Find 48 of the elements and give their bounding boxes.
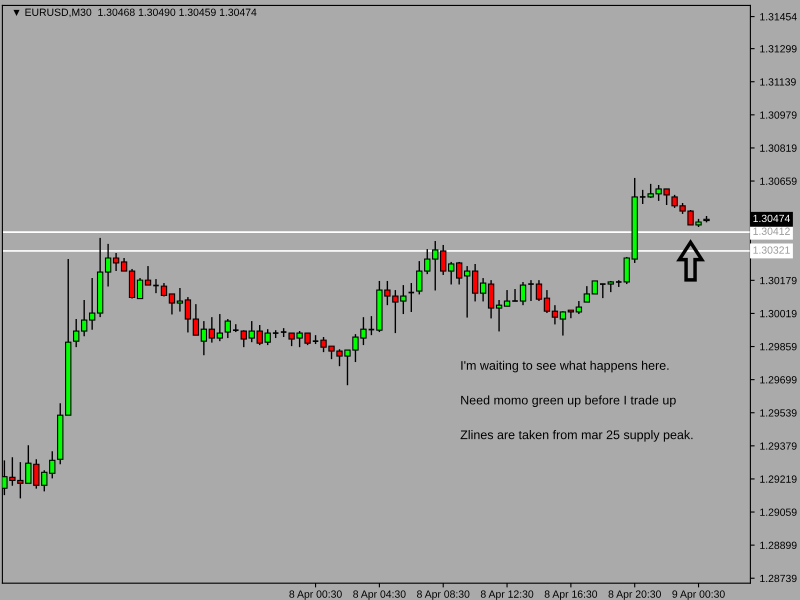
x-tick-label: 8 Apr 12:30 bbox=[480, 590, 534, 600]
candlestick bbox=[344, 349, 351, 386]
x-tick-label: 8 Apr 20:30 bbox=[608, 590, 661, 600]
candlestick bbox=[599, 283, 606, 299]
ref-line-label: 1.30321 bbox=[753, 246, 790, 254]
candlestick bbox=[520, 281, 526, 306]
x-tick-label: 8 Apr 16:30 bbox=[544, 590, 598, 600]
y-tick-label: 1.30979 bbox=[760, 111, 797, 119]
y-tick-label: 1.29379 bbox=[760, 442, 797, 450]
candlestick bbox=[152, 278, 160, 294]
candlestick bbox=[328, 345, 335, 360]
y-tick-label: 1.29699 bbox=[760, 376, 797, 384]
candlestick bbox=[511, 288, 519, 302]
y-tick-label: 1.31299 bbox=[760, 45, 797, 53]
y-tick-label: 1.30179 bbox=[760, 276, 797, 284]
y-tick-label: 1.29219 bbox=[760, 475, 797, 483]
x-tick-label: 8 Apr 04:30 bbox=[353, 590, 406, 600]
annotation: I'm waiting to see what happens here. bbox=[461, 360, 668, 372]
candlestick bbox=[136, 277, 144, 300]
x-tick-label: 8 Apr 00:30 bbox=[289, 590, 342, 600]
y-tick-label: 1.29059 bbox=[760, 508, 797, 516]
candlestick bbox=[368, 315, 376, 336]
y-tick-label: 1.30659 bbox=[760, 178, 797, 185]
candlestick bbox=[527, 279, 535, 302]
y-tick-label: 1.31139 bbox=[760, 78, 796, 86]
y-tick-label: 1.31454 bbox=[760, 13, 797, 20]
ref-line-label: 1.30412 bbox=[753, 228, 790, 235]
y-tick-label: 1.28739 bbox=[760, 574, 797, 582]
x-tick-label: 8 Apr 08:30 bbox=[417, 590, 470, 600]
candlestick bbox=[144, 265, 152, 286]
candlestick bbox=[608, 280, 614, 293]
candlestick bbox=[336, 348, 343, 367]
candlestick bbox=[536, 279, 542, 302]
candlestick bbox=[224, 318, 231, 339]
y-tick-label: 1.29859 bbox=[760, 343, 797, 350]
chart-title: ▼ EURUSD,M30 1.30468 1.30490 1.30459 1.30474 bbox=[13, 8, 257, 18]
candlestick bbox=[160, 282, 168, 298]
annotation: Need momo green up before I trade up bbox=[461, 395, 676, 408]
y-tick-label: 1.28899 bbox=[760, 542, 797, 550]
annotation: Zlines are taken from mar 25 supply peak. bbox=[460, 430, 692, 442]
y-tick-label: 1.30019 bbox=[760, 310, 797, 318]
candlestick bbox=[408, 282, 415, 313]
text: 1.30474 bbox=[753, 214, 790, 222]
candlestick bbox=[320, 336, 327, 353]
y-tick-label: 1.29539 bbox=[760, 409, 797, 417]
x-tick-label: 9 Apr 00:30 bbox=[672, 590, 725, 600]
y-tick-label: 1.30819 bbox=[760, 144, 797, 152]
candlestick bbox=[639, 189, 646, 205]
